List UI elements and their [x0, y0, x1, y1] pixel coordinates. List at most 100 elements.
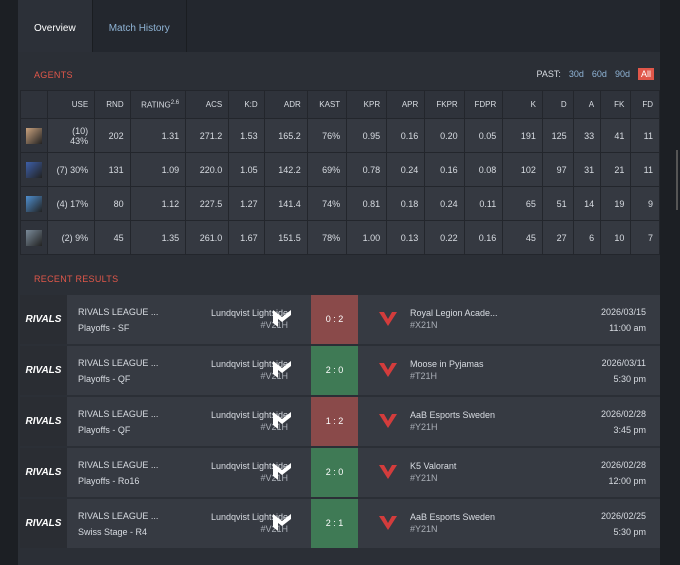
- stat-cell: 202: [94, 118, 131, 153]
- rating-version: 2.6: [170, 99, 180, 106]
- match-time: 3:45 pm: [613, 425, 646, 435]
- opponent-name: AaB Esports Sweden: [410, 410, 496, 420]
- stat-cell: 51: [541, 186, 574, 221]
- agent-icon-cell: [20, 118, 48, 153]
- agent-icon-cell: [20, 186, 48, 221]
- team-logo: [270, 307, 294, 333]
- stat-cell: 41: [600, 118, 632, 153]
- match-row[interactable]: RIVALS RIVALS LEAGUE ... Playoffs - QF Lund…: [20, 397, 660, 446]
- opponent-tag: #T21H: [410, 371, 438, 381]
- stat-cell: 0.18: [386, 186, 426, 221]
- filter[interactable]: 90d: [614, 69, 630, 79]
- stat-cell: 191: [502, 118, 543, 153]
- column-header: K: [502, 90, 543, 119]
- event-logo: RIVALS: [20, 397, 67, 446]
- stat-cell: 0.24: [424, 186, 465, 221]
- filter-label: PAST:: [536, 69, 561, 79]
- column-header: RATING2.6: [129, 90, 187, 119]
- stat-cell: 7: [630, 220, 660, 255]
- tab[interactable]: Match History: [93, 0, 187, 52]
- column-header: FDPR: [463, 90, 504, 119]
- match-time: 11:00 am: [609, 323, 646, 333]
- agent-icon: [26, 127, 42, 144]
- opponent-tag: #Y21H: [410, 422, 438, 432]
- column-header: FKPR: [424, 90, 465, 119]
- score: 0 : 2: [311, 295, 358, 344]
- match-row[interactable]: RIVALS RIVALS LEAGUE ... Playoffs - SF Lund…: [20, 295, 660, 344]
- team-tag: #V21H: [260, 524, 288, 534]
- match-time: 12:00 pm: [608, 476, 646, 486]
- agent-icon-cell: [20, 152, 48, 187]
- filter[interactable]: 60d: [591, 69, 607, 79]
- opponent-logo: [377, 461, 399, 485]
- section-title: RECENT RESULTS: [34, 274, 119, 284]
- stat-cell: 1.31: [129, 118, 187, 153]
- stat-cell: (2) 9%: [46, 220, 96, 255]
- opponent-tag: #Y21N: [410, 524, 438, 534]
- tab[interactable]: Overview: [18, 0, 93, 52]
- opponent-name: Moose in Pyjamas: [410, 359, 484, 369]
- stat-cell: 0.20: [424, 118, 465, 153]
- opponent-name: K5 Valorant: [410, 461, 457, 471]
- filter[interactable]: 30d: [568, 69, 584, 79]
- stat-cell: 1.35: [129, 220, 187, 255]
- opponent-tag: #Y21N: [410, 473, 438, 483]
- stat-cell: 76%: [306, 118, 348, 153]
- stat-cell: 102: [502, 152, 543, 187]
- event-name: RIVALS LEAGUE ...: [78, 358, 159, 368]
- match-time: 5:30 pm: [613, 527, 646, 537]
- stat-cell: 78%: [306, 220, 348, 255]
- match-date: 2026/02/28: [600, 460, 646, 470]
- stat-cell: 0.78: [346, 152, 388, 187]
- stat-cell: 27: [541, 220, 574, 255]
- match-row[interactable]: RIVALS RIVALS LEAGUE ... Swiss Stage - R4 L…: [20, 499, 660, 548]
- column-header: KPR: [346, 90, 388, 119]
- stat-cell: 97: [541, 152, 574, 187]
- stat-cell: 0.95: [346, 118, 388, 153]
- opponent-name: Royal Legion Acade...: [410, 308, 498, 318]
- stat-cell: 11: [630, 118, 660, 153]
- team-tag: #V21H: [260, 473, 288, 483]
- match-date: 2026/02/28: [600, 409, 646, 419]
- stat-cell: 10: [600, 220, 632, 255]
- team-logo: [270, 409, 294, 435]
- stat-cell: (4) 17%: [46, 186, 96, 221]
- stat-cell: 0.08: [463, 152, 504, 187]
- stat-cell: 271.2: [185, 118, 230, 153]
- opponent-logo: [377, 359, 399, 383]
- event-name: RIVALS LEAGUE ...: [78, 511, 159, 521]
- scrollbar: [676, 150, 678, 210]
- stat-cell: 0.24: [386, 152, 426, 187]
- score: 1 : 2: [311, 397, 358, 446]
- event-stage: Playoffs - SF: [78, 323, 130, 333]
- stat-cell: 0.22: [424, 220, 465, 255]
- stat-cell: 33: [572, 118, 602, 153]
- stat-cell: 1.12: [129, 186, 187, 221]
- team-name: Lundqvist Lightside: [210, 359, 288, 369]
- agent-icon-cell: [20, 220, 48, 255]
- filter[interactable]: All: [637, 68, 654, 80]
- column-header: RND: [94, 90, 131, 119]
- match-row[interactable]: RIVALS RIVALS LEAGUE ... Playoffs - Ro16 Lu…: [20, 448, 660, 497]
- stat-cell: 74%: [306, 186, 348, 221]
- stat-cell: 142.2: [263, 152, 308, 187]
- team-logo: [270, 511, 294, 537]
- stat-cell: 11: [630, 152, 660, 187]
- team-logo: [270, 358, 294, 384]
- stat-cell: 45: [94, 220, 131, 255]
- match-row[interactable]: RIVALS RIVALS LEAGUE ... Playoffs - QF Lund…: [20, 346, 660, 395]
- team-logo: [270, 460, 294, 486]
- stat-cell: 261.0: [185, 220, 230, 255]
- stat-cell: 0.16: [463, 220, 504, 255]
- event-name: RIVALS LEAGUE ...: [78, 409, 159, 419]
- agent-icon: [26, 229, 42, 246]
- event-logo: RIVALS: [20, 346, 67, 395]
- agent-row: (2) 9% 45 1.35 261.0 1.67 151.5 78% 1.00 0.13 0.2…: [20, 220, 660, 255]
- agent-row: (10) 43% 202 1.31 271.2 1.53 165.2 76% 0.95 0.16…: [20, 118, 660, 153]
- stat-cell: 125: [541, 118, 574, 153]
- stat-cell: 1.00: [346, 220, 388, 255]
- event-name: RIVALS LEAGUE ...: [78, 460, 159, 470]
- stat-cell: 45: [502, 220, 543, 255]
- opponent-logo: [377, 410, 399, 434]
